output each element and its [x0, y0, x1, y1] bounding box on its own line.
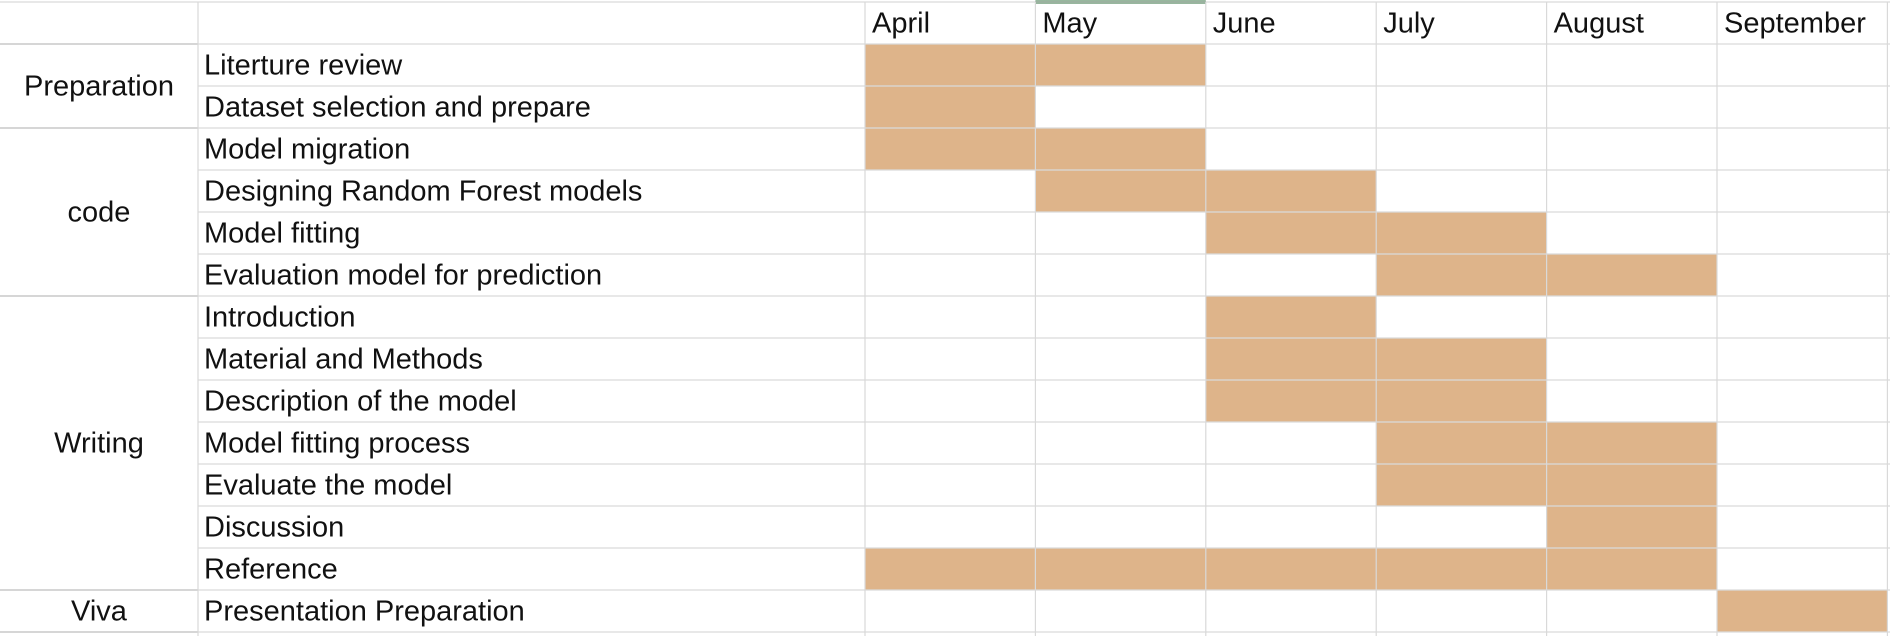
task-label: Literture review [204, 50, 403, 82]
task-bar-cell [1376, 254, 1547, 296]
month-header: September [1724, 8, 1866, 40]
task-label: Evaluate the model [204, 470, 452, 502]
task-label: Description of the model [204, 386, 517, 418]
task-bar-cell [865, 548, 1036, 590]
task-bar-cell [1546, 254, 1717, 296]
group-label: code [68, 197, 131, 229]
task-label: Reference [204, 554, 338, 586]
task-bar-cell [1376, 338, 1547, 380]
month-header: June [1213, 8, 1276, 40]
task-label: Material and Methods [204, 344, 483, 376]
task-bar-cell [1717, 590, 1888, 632]
task-label: Discussion [204, 512, 344, 544]
task-bar-cell [1376, 464, 1547, 506]
month-header: August [1554, 8, 1644, 40]
bars-layer [865, 44, 1888, 632]
task-bar-cell [1546, 506, 1717, 548]
task-bar-cell [865, 128, 1036, 170]
group-label: Viva [71, 596, 128, 628]
task-bar-cell [1205, 548, 1377, 590]
task-bar-cell [1205, 212, 1377, 254]
task-bar-cell [865, 44, 1036, 86]
task-bar-cell [1546, 548, 1717, 590]
task-bar-cell [1035, 170, 1206, 212]
task-bar-cell [1205, 170, 1377, 212]
month-header: April [872, 8, 930, 40]
month-header: May [1042, 8, 1097, 40]
task-bar-cell [1546, 422, 1717, 464]
month-header: July [1383, 8, 1435, 40]
task-bar-cell [865, 86, 1036, 128]
group-label: Preparation [24, 71, 174, 103]
task-bar-cell [1205, 338, 1377, 380]
group-label: Writing [54, 428, 144, 460]
task-label: Model migration [204, 134, 410, 166]
task-bar-cell [1205, 380, 1377, 422]
task-label: Model fitting process [204, 428, 470, 460]
task-label: Evaluation model for prediction [204, 260, 602, 292]
task-bar-cell [1205, 296, 1377, 338]
task-bar-cell [1376, 422, 1547, 464]
task-label: Model fitting [204, 218, 360, 250]
task-label: Designing Random Forest models [204, 176, 642, 208]
task-label: Introduction [204, 302, 356, 334]
task-bar-cell [1546, 464, 1717, 506]
task-bar-cell [1035, 548, 1206, 590]
task-label: Dataset selection and prepare [204, 92, 591, 124]
labels-layer: April May June July August September Literture… [24, 8, 1866, 628]
task-bar-cell [1035, 44, 1206, 86]
task-bar-cell [1376, 212, 1547, 254]
task-bar-cell [1035, 128, 1206, 170]
task-bar-cell [1376, 380, 1547, 422]
task-bar-cell [1376, 548, 1547, 590]
task-label: Presentation Preparation [204, 596, 525, 628]
